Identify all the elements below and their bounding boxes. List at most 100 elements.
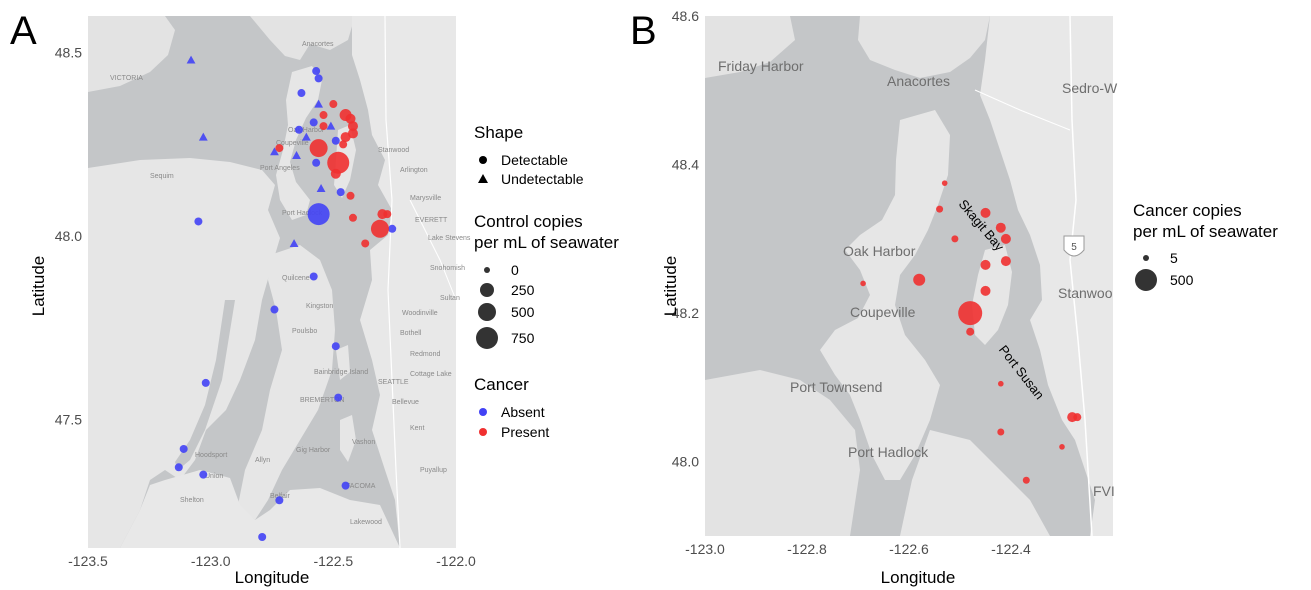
panel-b-land-mainland bbox=[980, 16, 1113, 536]
legend-b-size-5-marker bbox=[1143, 255, 1149, 261]
panel-b-ylabel: Latitude bbox=[661, 256, 680, 317]
point-present-detectable bbox=[319, 111, 328, 120]
legend-color-absent-marker bbox=[479, 408, 487, 416]
point-absent-detectable bbox=[309, 118, 318, 127]
legend-shape-title: Shape bbox=[474, 123, 523, 142]
point-present-detectable bbox=[309, 139, 328, 158]
point-absent-detectable bbox=[336, 188, 345, 197]
point-present bbox=[958, 301, 983, 326]
point-absent-undetectable bbox=[301, 132, 311, 141]
panel-b-place-label: Coupeville bbox=[850, 304, 916, 320]
point-present-detectable bbox=[275, 144, 284, 153]
panel-a-basemap bbox=[88, 16, 456, 548]
point-present-detectable bbox=[347, 121, 358, 132]
point-absent-detectable bbox=[314, 74, 323, 83]
panel-a-land-olympic bbox=[88, 158, 280, 548]
point-present-detectable bbox=[348, 213, 357, 222]
panel-a-place-label: Arlington bbox=[400, 167, 428, 174]
panel-b-place-label: Sedro-W bbox=[1062, 80, 1118, 96]
panel-b-place-label: Friday Harbor bbox=[718, 58, 804, 74]
point-absent-detectable bbox=[179, 444, 188, 453]
panel-b-land-san-juan-west bbox=[705, 16, 795, 78]
panel-b-place-label: Oak Harbor bbox=[843, 243, 916, 259]
panel-a-place-label: Anacortes bbox=[302, 41, 334, 48]
panel-b-y-tick: 48.4 bbox=[672, 157, 699, 173]
point-absent-detectable bbox=[341, 481, 350, 490]
point-absent-undetectable bbox=[292, 151, 301, 159]
panel-a-points bbox=[174, 55, 397, 541]
panel-a-road bbox=[384, 16, 401, 548]
point-present bbox=[936, 205, 944, 213]
legend-color-absent-label: Absent bbox=[501, 404, 545, 420]
point-present bbox=[1000, 233, 1011, 244]
panel-b-y-tick: 48.0 bbox=[672, 454, 699, 470]
panel-a-land-san-juan bbox=[250, 16, 355, 60]
point-present-detectable bbox=[340, 132, 351, 143]
point-present-detectable bbox=[329, 100, 338, 109]
panel-a-place-label: TACOMA bbox=[346, 483, 376, 490]
panel-a-legend: Shape Detectable Undetectable Control co… bbox=[474, 123, 619, 440]
point-absent-detectable bbox=[297, 89, 306, 98]
point-present-detectable bbox=[383, 210, 392, 219]
panel-a-land-whidbey bbox=[276, 66, 322, 220]
point-present bbox=[997, 428, 1005, 436]
panel-a-x-tick: -122.5 bbox=[313, 553, 353, 569]
panel-a-place-label: EVERETT bbox=[415, 217, 448, 224]
point-absent-detectable bbox=[312, 67, 321, 76]
panel-a-place-label: Snohomish bbox=[430, 265, 465, 272]
panel-b-letter: B bbox=[630, 9, 657, 53]
panel-b-x-tick: -122.6 bbox=[889, 541, 929, 557]
panel-a-land-mainland bbox=[352, 16, 456, 548]
panel-b-ticks: -123.0 -122.8 -122.6 -122.4 48.0 48.2 48.4 48.6 bbox=[672, 8, 1031, 557]
panel-a-xlabel: Longitude bbox=[235, 568, 310, 587]
panel-a-place-label: Kingston bbox=[306, 303, 333, 310]
point-absent-detectable bbox=[307, 203, 330, 226]
legend-size-0-marker bbox=[484, 267, 490, 273]
point-present bbox=[995, 222, 1006, 233]
panel-b-place-labels: Friday Harbor Anacortes Sedro-W Oak Harbor S… bbox=[718, 58, 1118, 499]
point-absent-detectable bbox=[312, 158, 321, 167]
point-absent-undetectable bbox=[198, 132, 208, 141]
point-absent-detectable bbox=[258, 532, 267, 541]
panel-a-place-label: Bothell bbox=[400, 330, 422, 337]
panel-a-place-label: Hoodsport bbox=[195, 452, 227, 459]
point-present bbox=[1000, 256, 1011, 267]
legend-size-250-label: 250 bbox=[511, 282, 535, 298]
point-present bbox=[1059, 444, 1065, 450]
legend-color-present-label: Present bbox=[501, 424, 549, 440]
panel-a-letter: A bbox=[10, 9, 37, 53]
panel-b-road bbox=[1069, 16, 1093, 536]
panel-a-place-label: Marysville bbox=[410, 195, 441, 202]
point-absent-detectable bbox=[388, 224, 397, 233]
point-absent-detectable bbox=[309, 272, 318, 281]
panel-a-y-tick: 48.0 bbox=[55, 228, 82, 244]
legend-size-500-label: 500 bbox=[511, 304, 535, 320]
point-present-detectable bbox=[330, 168, 341, 179]
point-absent-detectable bbox=[331, 136, 340, 145]
point-present-detectable bbox=[370, 219, 389, 238]
panel-a-place-label: Puyallup bbox=[420, 467, 447, 474]
legend-size-750-label: 750 bbox=[511, 330, 535, 346]
point-absent-detectable bbox=[294, 125, 303, 134]
panel-a-place-label: Redmond bbox=[410, 351, 440, 358]
point-present bbox=[860, 280, 866, 287]
panel-b-land-olympic bbox=[705, 370, 860, 536]
panel-b-interstate-shield: 5 bbox=[1063, 235, 1085, 257]
point-absent-detectable bbox=[331, 342, 340, 351]
legend-size-title-line2: per mL of seawater bbox=[474, 233, 619, 252]
point-present bbox=[980, 207, 991, 218]
panel-b-land-camano bbox=[972, 245, 1012, 345]
point-present bbox=[1073, 413, 1082, 422]
panel-a-land-vancouver-island bbox=[88, 16, 175, 92]
legend-size-250-marker bbox=[480, 283, 494, 297]
panel-a-place-label: Bellevue bbox=[392, 399, 419, 406]
panel-a-place-label: Lake Stevens bbox=[428, 235, 471, 242]
panel-a-place-label: Kent bbox=[410, 425, 424, 432]
panel-b-land-south bbox=[900, 430, 1050, 536]
panel-b-place-label: FVI bbox=[1093, 483, 1115, 499]
point-absent-undetectable bbox=[326, 121, 336, 130]
point-present bbox=[998, 380, 1004, 387]
point-present-detectable bbox=[346, 191, 355, 200]
legend-b-size-title-line2: per mL of seawater bbox=[1133, 222, 1278, 241]
